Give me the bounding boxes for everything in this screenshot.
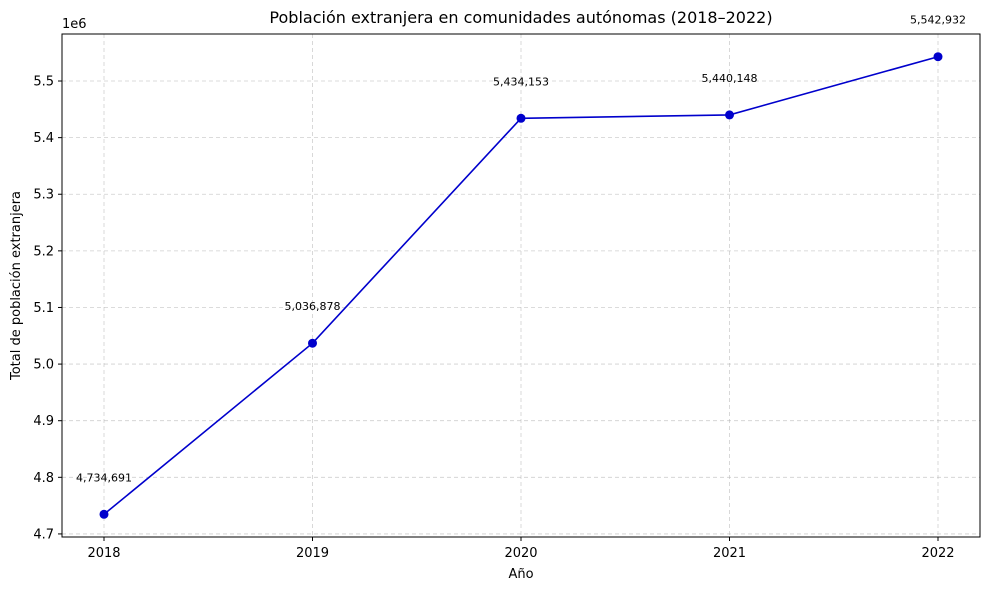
- y-tick-label: 4.9: [33, 414, 54, 429]
- x-axis-label: Año: [508, 567, 533, 582]
- y-tick-label: 5.3: [33, 188, 54, 203]
- y-tick-label: 5.4: [33, 131, 54, 146]
- y-tick-label: 4.8: [33, 471, 54, 486]
- y-axis-label: Total de población extranjera: [9, 191, 24, 381]
- y-tick-label: 5.5: [33, 75, 54, 90]
- data-point: [725, 110, 734, 120]
- data-label: 4,734,691: [76, 471, 132, 484]
- data-label: 5,440,148: [702, 72, 758, 85]
- y-tick-label: 4.7: [33, 527, 54, 542]
- y-tick-label: 5.2: [33, 244, 54, 259]
- data-labels: 4,734,691 5,036,878 5,434,153 5,440,148 5,54…: [76, 14, 966, 485]
- data-label: 5,036,878: [285, 300, 341, 313]
- data-point: [516, 113, 526, 123]
- y-tick-label: 5.1: [33, 301, 54, 316]
- x-tick-label: 2020: [504, 546, 537, 561]
- x-tick-label: 2022: [921, 546, 954, 561]
- grid: [62, 34, 980, 537]
- data-point: [99, 509, 109, 519]
- x-tick-label: 2018: [87, 546, 120, 561]
- data-label: 5,434,153: [493, 75, 549, 88]
- axis-ticks: 2018 2019 2020 2021 2022 4.7 4.8 4.9 5.0 5.1 5.2 5.…: [33, 75, 954, 561]
- y-tick-label: 5.0: [33, 358, 54, 373]
- y-axis-offset-label: 1e6: [62, 17, 87, 32]
- series-line: [99, 52, 943, 519]
- data-point: [308, 338, 317, 348]
- x-tick-label: 2019: [296, 546, 329, 561]
- chart-title: Población extranjera en comunidades autó…: [269, 8, 772, 27]
- data-label: 5,542,932: [910, 14, 966, 27]
- x-tick-label: 2021: [713, 546, 746, 561]
- data-point: [933, 52, 943, 62]
